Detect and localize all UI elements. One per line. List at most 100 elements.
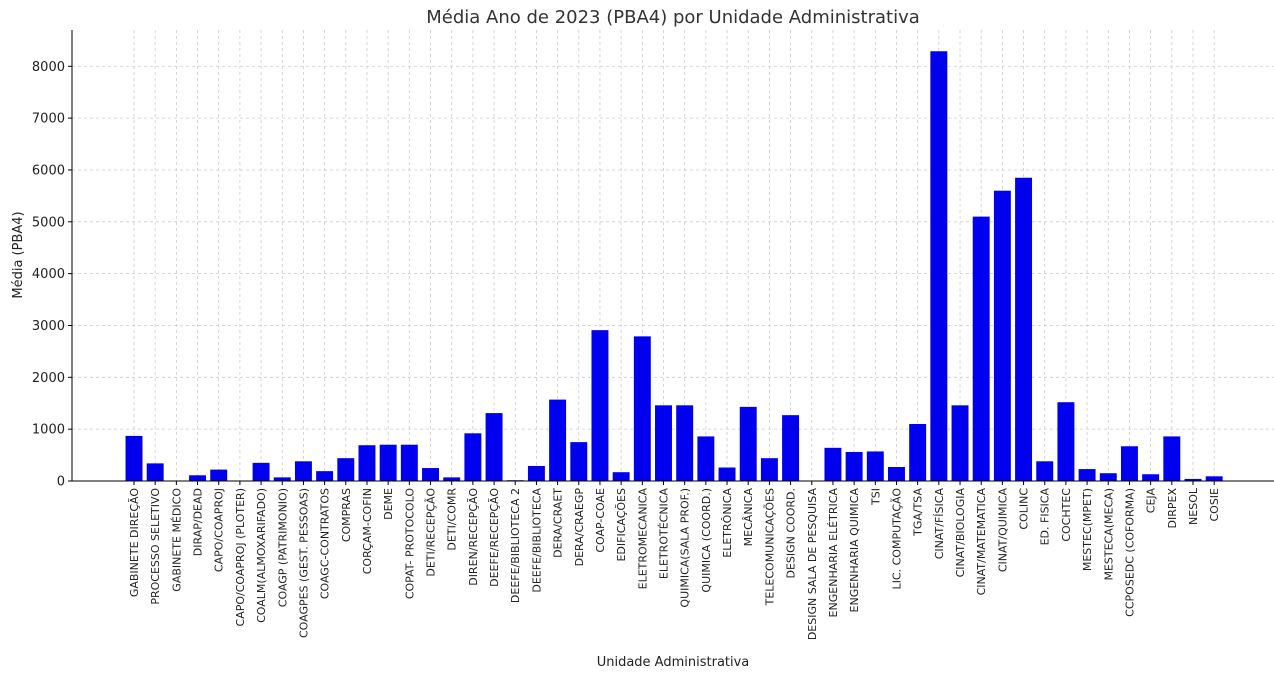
x-tick-label: CINAT/MATEMATICA — [975, 488, 988, 596]
x-tick-label: DEME — [382, 488, 395, 520]
bar — [189, 475, 207, 481]
bar — [485, 413, 503, 481]
bar — [888, 467, 905, 481]
x-tick-label: QUIMICA(SALA PROF.) — [679, 488, 692, 608]
x-tick-label: EDIFICAÇÕES — [615, 488, 628, 562]
bar — [337, 458, 355, 481]
bar — [1184, 478, 1202, 481]
bar — [1205, 476, 1223, 481]
bar — [697, 436, 715, 481]
bar — [294, 461, 312, 481]
x-tick-label: CINAT/FÍSICA — [933, 488, 946, 560]
bar — [993, 190, 1011, 481]
x-tick-layer: GABINETE DIREÇÃO PROCESSO SELETIVO GABINET… — [128, 481, 1221, 640]
chart-title: Média Ano de 2023 (PBA4) por Unidade Adm… — [426, 7, 920, 28]
y-tick-label: 1000 — [32, 423, 65, 438]
y-tick-label: 4000 — [32, 267, 65, 282]
bar — [1036, 461, 1054, 481]
x-tick-label: CINAT/BIOLOGIA — [954, 488, 967, 578]
y-tick-layer: 0 1000 2000 3000 4000 5000 6000 7000 8000 — [32, 60, 72, 490]
y-tick-label: 6000 — [32, 163, 65, 178]
y-tick-label: 0 — [57, 475, 65, 490]
x-tick-label: MECÂNICA — [742, 488, 755, 547]
bar — [1057, 402, 1075, 481]
bar — [655, 405, 672, 481]
x-tick-label: PROCESSO SELETIVO — [149, 488, 162, 605]
bar — [358, 445, 376, 481]
x-tick-label: DEEFE/RECEPÇÃO — [488, 488, 501, 587]
bar — [951, 405, 969, 481]
bar — [866, 451, 884, 481]
x-tick-label: TGA/TSA — [912, 488, 925, 537]
x-tick-label: COPAT- PROTOCOLO — [403, 488, 416, 600]
x-tick-label: COMPRAS — [340, 488, 353, 542]
bar — [464, 433, 482, 481]
y-tick-label: 2000 — [32, 371, 65, 386]
x-axis-label: Unidade Administrativa — [597, 655, 750, 670]
x-tick-label: DEEFE/BIBLIOTECA 2 — [509, 488, 522, 603]
x-tick-label: ED. FISICA — [1039, 488, 1052, 546]
bar — [549, 399, 567, 481]
y-axis-label: Média (PBA4) — [11, 211, 26, 298]
x-tick-label: ENGENHARIA ELÉTRICA — [827, 488, 840, 618]
bar — [930, 51, 948, 481]
bar — [591, 330, 609, 481]
bar — [760, 458, 778, 481]
x-tick-label: DIRPEX — [1166, 488, 1179, 529]
x-tick-label: TSI — [869, 488, 882, 506]
x-tick-label: DESIGN SALA DE PESQUISA — [806, 488, 819, 641]
bar — [252, 462, 270, 481]
x-tick-label: DEEFE/BIBLIOTECA — [530, 488, 543, 593]
y-tick-label: 3000 — [32, 319, 65, 334]
bar — [782, 415, 800, 481]
bar — [972, 216, 990, 481]
x-tick-label: MESTECA(MECA) — [1102, 488, 1115, 581]
bar — [909, 423, 927, 481]
x-tick-label: DESIGN COORD. — [785, 488, 798, 579]
x-tick-label: MESTEC(MPET) — [1081, 488, 1094, 571]
x-tick-label: COAGPES (GEST. PESSOAS) — [297, 488, 310, 638]
bar — [1142, 474, 1160, 481]
bar — [1099, 473, 1117, 481]
x-tick-label: TELECOMUNICAÇÕES — [763, 488, 776, 606]
x-tick-label: DERA/CRAET — [552, 488, 565, 558]
x-tick-label: CINAT/QUIMICA — [996, 488, 1009, 573]
x-tick-label: GABINETE DIREÇÃO — [128, 488, 141, 598]
x-tick-label: DIREN/RECEPÇÃO — [467, 488, 480, 586]
x-tick-label: ENGENHARIA QUIMICA — [848, 488, 861, 613]
bar — [1120, 446, 1138, 481]
x-tick-label: ELETRÔNICA — [721, 488, 734, 558]
x-tick-label: DERA/CRAEGP — [573, 488, 586, 567]
bar — [273, 477, 291, 481]
bar — [676, 405, 694, 481]
x-tick-label: CCPOSEDC (COFORMA) — [1123, 488, 1136, 617]
x-tick-label: GABINETE MÉDICO — [170, 488, 183, 592]
y-tick-label: 8000 — [32, 60, 65, 75]
x-tick-label: ELETROMECANICA — [636, 488, 649, 590]
bar — [739, 406, 757, 481]
bar — [422, 468, 439, 481]
bar — [633, 336, 651, 481]
x-tick-label: COAP-COAE — [594, 488, 607, 553]
bar — [845, 451, 863, 481]
x-tick-label: DIRAP/DEAD — [192, 488, 205, 556]
x-tick-label: QUIMICA (COORD.) — [700, 488, 713, 593]
bar — [527, 465, 545, 481]
x-tick-label: DETI/RECEPÇÃO — [425, 488, 438, 577]
bar — [443, 477, 461, 481]
y-tick-label: 5000 — [32, 215, 65, 230]
x-tick-label: COALM(ALMOXARIFADO) — [255, 488, 268, 623]
x-tick-label: COCHTEC — [1060, 488, 1073, 542]
bar — [379, 444, 397, 481]
bar — [1163, 436, 1181, 481]
x-tick-label: CAPO/COAPROJ — [213, 488, 226, 572]
x-tick-label: COSIE — [1208, 488, 1221, 522]
x-tick-label: COAGP (PATRIMONIO) — [276, 488, 289, 607]
x-tick-label: CAPO/COAPROJ (PLOTER) — [234, 488, 247, 626]
x-tick-label: CEJA — [1145, 488, 1158, 514]
bar — [824, 447, 842, 481]
bar — [1078, 469, 1096, 481]
bar — [146, 463, 164, 481]
bar — [400, 444, 418, 481]
